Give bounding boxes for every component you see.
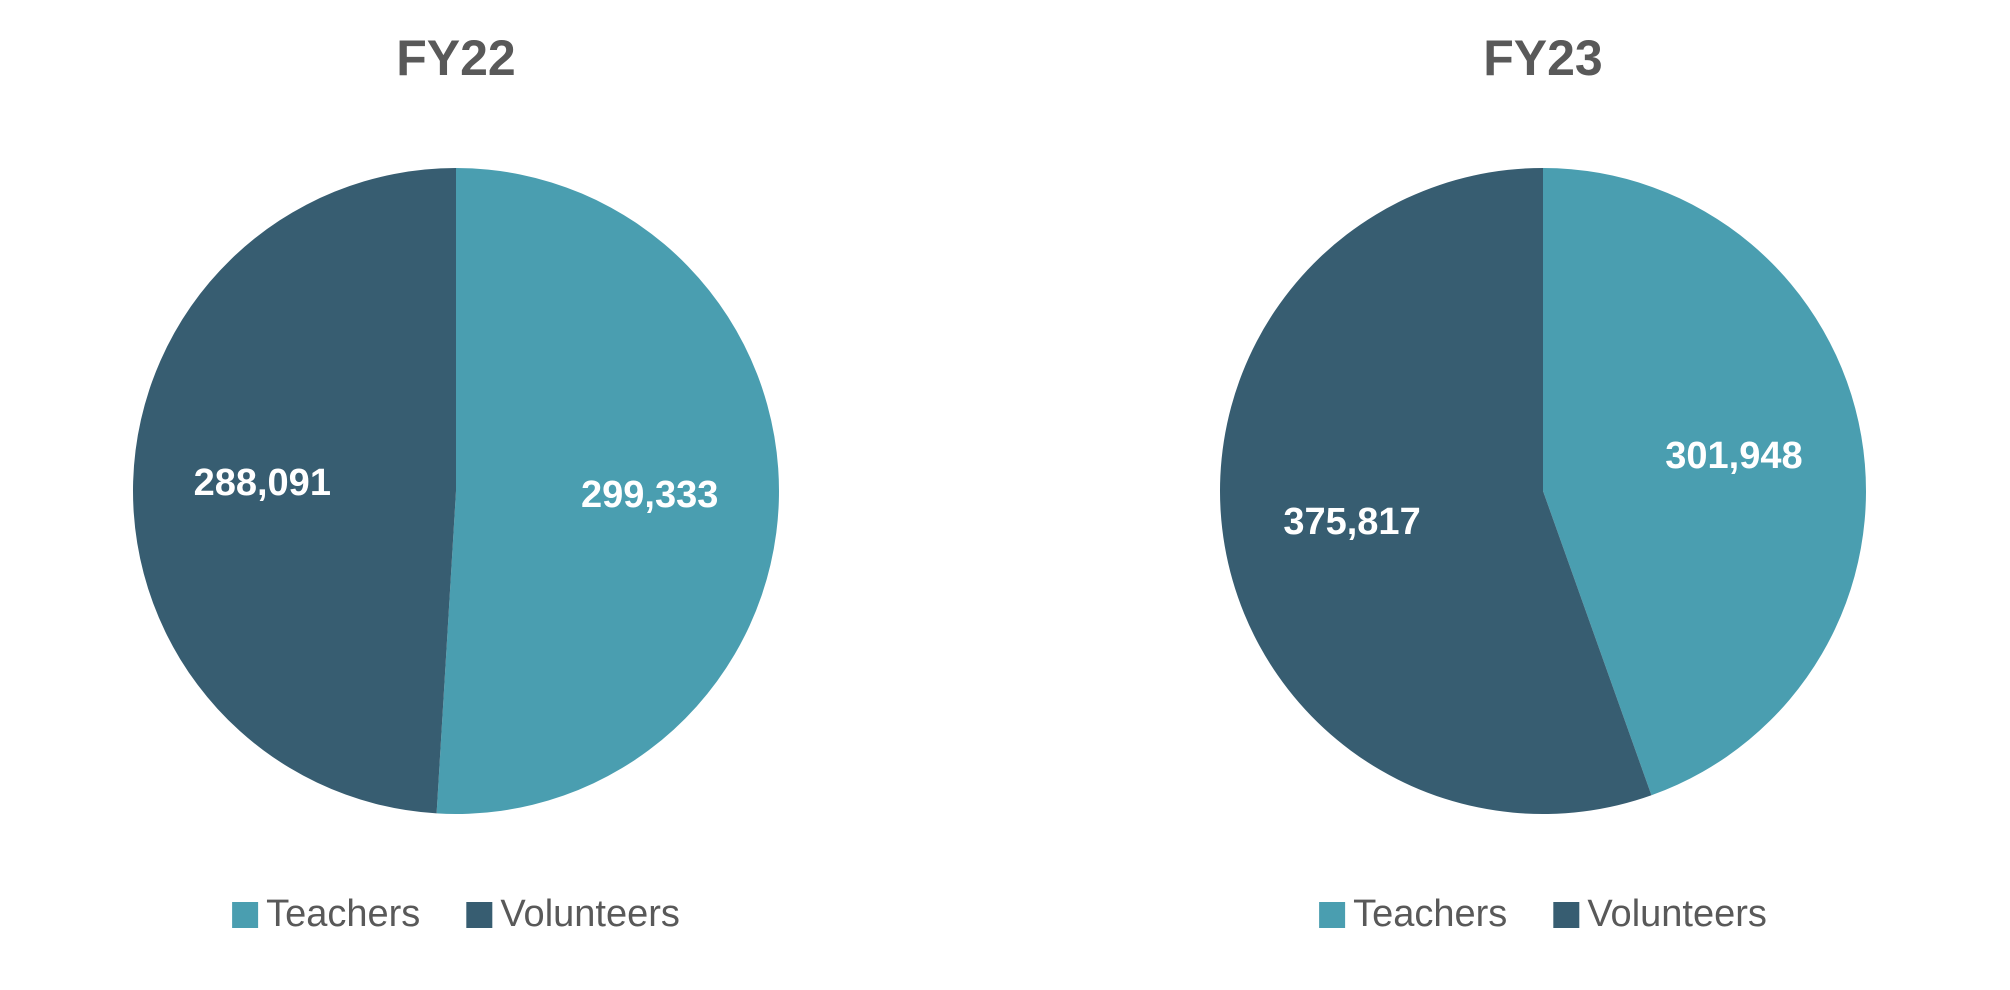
chart-title: FY22 (396, 30, 516, 86)
value-label: 375,817 (1283, 501, 1420, 543)
value-label: 288,091 (194, 462, 331, 504)
legend-swatch (1319, 902, 1346, 928)
pie-slice (1543, 168, 1866, 796)
legend-swatch (466, 902, 493, 928)
pie-slice (1219, 168, 1652, 815)
pie-slice (132, 168, 456, 814)
legend-label: Volunteers (500, 893, 680, 935)
chart-title: FY23 (1483, 30, 1603, 86)
legend-label: Teachers (266, 893, 420, 935)
legend-label: Teachers (1353, 893, 1507, 935)
legend-swatch (232, 902, 259, 928)
legend-label: Volunteers (1587, 893, 1767, 935)
value-label: 299,333 (581, 474, 718, 516)
value-label: 301,948 (1665, 435, 1802, 477)
pie-slice (436, 168, 779, 814)
legend-swatch (1553, 902, 1580, 928)
